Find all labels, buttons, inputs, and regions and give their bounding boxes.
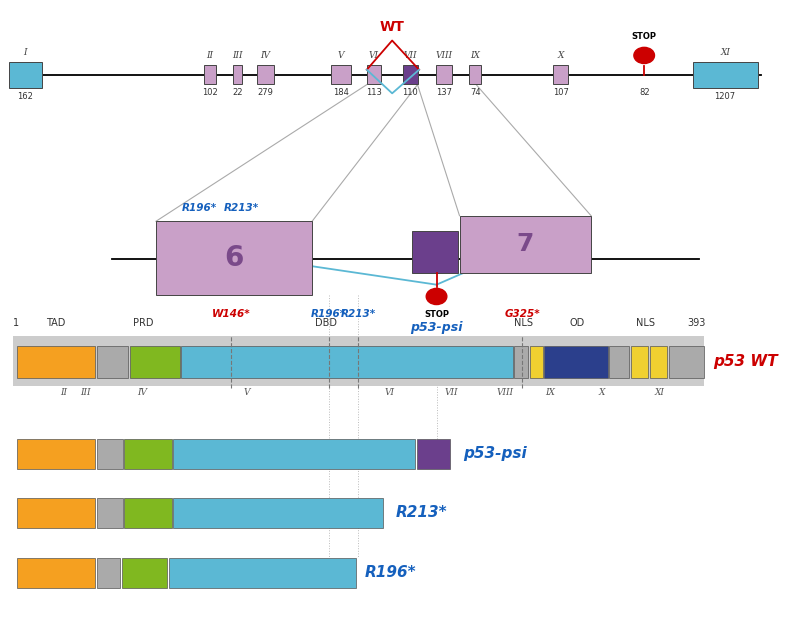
Text: 1207: 1207	[714, 92, 736, 101]
FancyBboxPatch shape	[96, 439, 123, 469]
Text: XI: XI	[720, 47, 730, 57]
Text: 107: 107	[553, 89, 569, 97]
Text: TAD: TAD	[46, 318, 66, 328]
Text: STOP: STOP	[632, 32, 657, 41]
Text: 6: 6	[224, 244, 244, 272]
Text: 162: 162	[18, 92, 33, 101]
Text: X: X	[558, 51, 564, 61]
FancyBboxPatch shape	[412, 231, 458, 273]
Text: 74: 74	[470, 89, 481, 97]
Text: I: I	[23, 47, 27, 57]
Text: W146*: W146*	[212, 310, 250, 319]
Text: VIII: VIII	[497, 388, 513, 397]
Text: VIII: VIII	[435, 51, 452, 61]
Text: III: III	[233, 51, 243, 61]
FancyBboxPatch shape	[233, 66, 242, 84]
Text: VII: VII	[445, 388, 458, 397]
Text: IX: IX	[545, 388, 555, 397]
Text: WT: WT	[379, 21, 405, 34]
Text: R213*: R213*	[396, 505, 448, 520]
Text: 7: 7	[516, 232, 534, 256]
FancyBboxPatch shape	[257, 66, 274, 84]
Text: 137: 137	[436, 89, 452, 97]
FancyBboxPatch shape	[669, 346, 704, 378]
FancyBboxPatch shape	[403, 66, 418, 84]
Text: IV: IV	[137, 388, 147, 397]
FancyBboxPatch shape	[96, 558, 120, 588]
FancyBboxPatch shape	[436, 66, 452, 84]
Text: R196*: R196*	[182, 203, 218, 213]
Circle shape	[634, 47, 654, 64]
Text: 110: 110	[402, 89, 418, 97]
Text: p53 WT: p53 WT	[713, 354, 778, 369]
Text: p53-psi: p53-psi	[410, 321, 463, 334]
FancyBboxPatch shape	[417, 439, 450, 469]
Text: II: II	[60, 388, 67, 397]
FancyBboxPatch shape	[96, 498, 123, 527]
Text: X: X	[599, 388, 605, 397]
FancyBboxPatch shape	[553, 66, 568, 84]
FancyBboxPatch shape	[174, 498, 383, 527]
Text: DBD: DBD	[316, 318, 337, 328]
FancyBboxPatch shape	[630, 346, 648, 378]
Text: II: II	[206, 51, 214, 61]
Text: 102: 102	[202, 89, 218, 97]
Text: 22: 22	[233, 89, 243, 97]
Text: XI: XI	[654, 388, 664, 397]
FancyBboxPatch shape	[610, 346, 629, 378]
Text: V: V	[243, 388, 249, 397]
FancyBboxPatch shape	[9, 62, 41, 88]
FancyBboxPatch shape	[169, 558, 356, 588]
Text: 82: 82	[639, 89, 650, 97]
Text: 279: 279	[257, 89, 273, 97]
FancyBboxPatch shape	[18, 558, 95, 588]
FancyBboxPatch shape	[203, 66, 216, 84]
FancyBboxPatch shape	[130, 346, 180, 378]
Text: R196*: R196*	[311, 310, 346, 319]
FancyBboxPatch shape	[18, 439, 95, 469]
FancyBboxPatch shape	[124, 439, 172, 469]
Text: III: III	[80, 388, 91, 397]
Text: G325*: G325*	[505, 310, 540, 319]
FancyBboxPatch shape	[460, 216, 591, 273]
Text: IX: IX	[470, 51, 481, 61]
FancyBboxPatch shape	[124, 498, 172, 527]
FancyBboxPatch shape	[367, 66, 381, 84]
Text: 1: 1	[14, 318, 19, 328]
FancyBboxPatch shape	[544, 346, 608, 378]
FancyBboxPatch shape	[18, 498, 95, 527]
Text: VI: VI	[385, 388, 395, 397]
Text: IV: IV	[261, 51, 270, 61]
Text: VII: VII	[403, 51, 417, 61]
Text: 184: 184	[332, 89, 348, 97]
FancyBboxPatch shape	[181, 346, 512, 378]
FancyBboxPatch shape	[18, 346, 95, 378]
FancyBboxPatch shape	[96, 346, 128, 378]
FancyBboxPatch shape	[650, 346, 667, 378]
FancyBboxPatch shape	[122, 558, 167, 588]
Text: R196*: R196*	[364, 565, 416, 580]
Text: NLS: NLS	[636, 318, 655, 328]
FancyBboxPatch shape	[530, 346, 543, 378]
Text: OD: OD	[570, 318, 585, 328]
FancyBboxPatch shape	[174, 439, 415, 469]
Text: R213*: R213*	[224, 203, 259, 213]
Text: STOP: STOP	[424, 310, 449, 319]
Circle shape	[426, 288, 447, 305]
Text: V: V	[337, 51, 344, 61]
FancyBboxPatch shape	[469, 66, 481, 84]
Text: 113: 113	[366, 89, 382, 97]
Text: NLS: NLS	[514, 318, 533, 328]
FancyBboxPatch shape	[693, 62, 757, 88]
FancyBboxPatch shape	[331, 66, 351, 84]
Text: 393: 393	[687, 318, 705, 328]
FancyBboxPatch shape	[14, 336, 705, 386]
Text: p53-psi: p53-psi	[463, 446, 527, 461]
Text: VI: VI	[369, 51, 379, 61]
FancyBboxPatch shape	[514, 346, 528, 378]
Text: R213*: R213*	[340, 310, 375, 319]
Text: PRD: PRD	[133, 318, 154, 328]
FancyBboxPatch shape	[156, 222, 312, 295]
